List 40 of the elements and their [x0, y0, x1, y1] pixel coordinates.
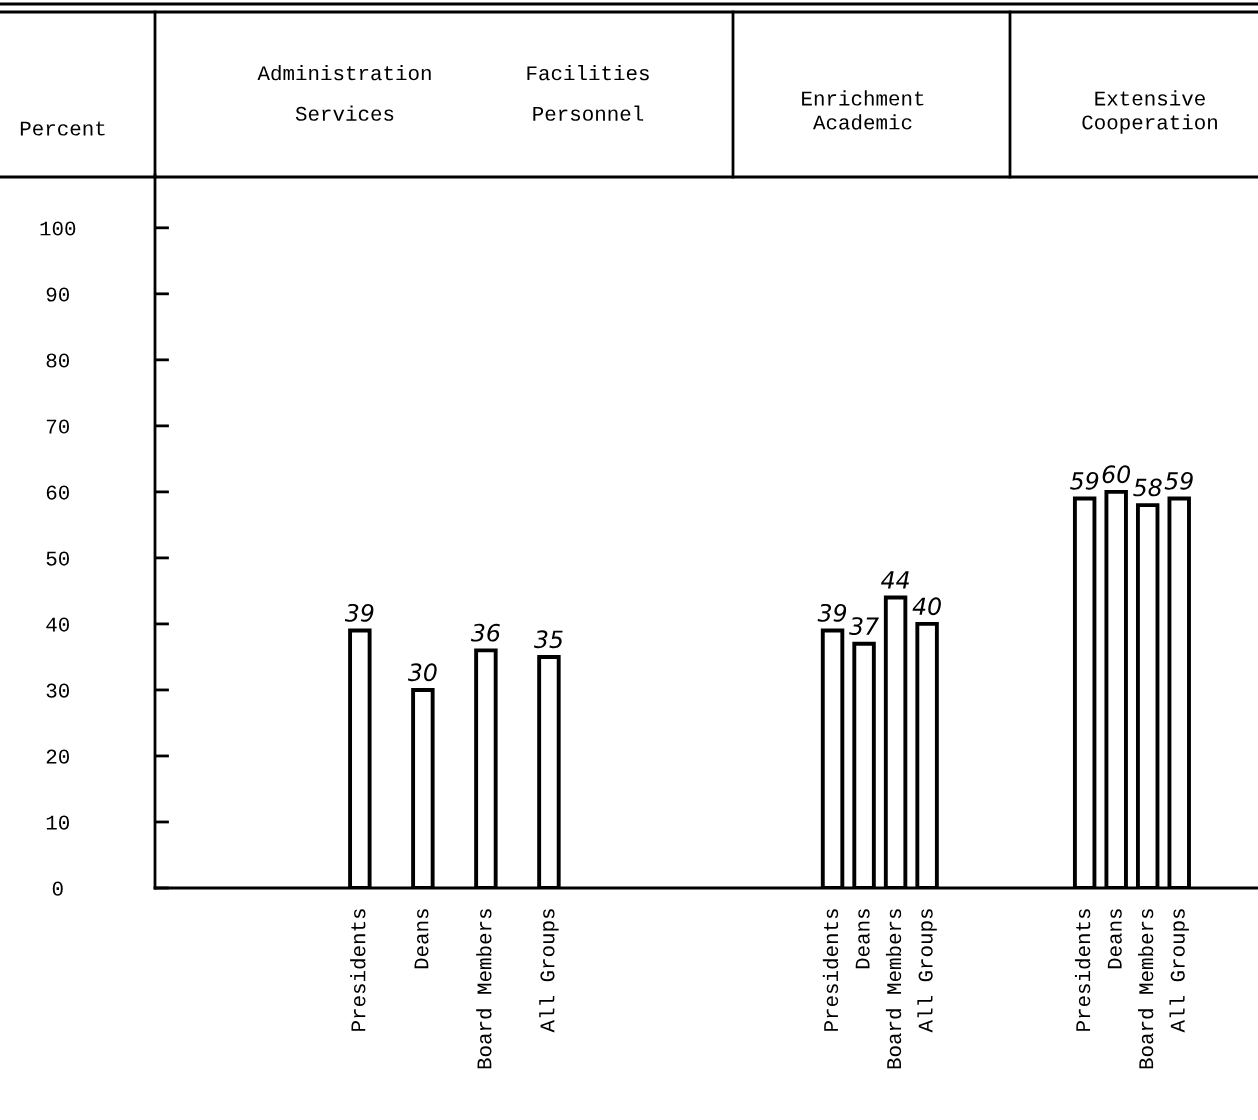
text: Extensive Cooperation [1082, 90, 1217, 134]
y-tick-label: 50 [46, 551, 69, 566]
x-tick-label: Presidents [1074, 909, 1091, 1031]
data-label: 39 [817, 603, 847, 622]
y-tick-label: 0 [52, 881, 63, 896]
text: Administration Services [257, 65, 431, 121]
y-axis-title: Percent [20, 121, 105, 136]
x-tick-label: Presidents [822, 909, 839, 1031]
y-tick-label: 60 [46, 485, 69, 500]
x-tick-label: Presidents [350, 909, 366, 1031]
data-label: 59 [1070, 471, 1099, 490]
y-tick-label: 30 [46, 683, 69, 698]
y-tick-label: 20 [46, 749, 69, 764]
text: Enrichment Academic [802, 90, 924, 130]
y-tick-label: 80 [46, 353, 69, 368]
data-label: 30 [407, 663, 437, 682]
data-label: 58 [1133, 478, 1162, 497]
x-tick-label: Deans [855, 909, 870, 969]
x-tick-label: Board Members [885, 909, 902, 1069]
y-tick-label: 40 [46, 617, 69, 632]
y-tick-label: 70 [46, 419, 69, 434]
x-tick-label: Board Members [476, 909, 492, 1069]
data-label: 60 [1102, 465, 1131, 484]
x-tick-label: Deans [1107, 909, 1122, 969]
x-tick-label: All Groups [917, 909, 937, 1033]
data-label: 40 [912, 597, 941, 616]
x-tick-label: Deans [414, 909, 429, 969]
data-label: 59 [1164, 471, 1193, 490]
data-label: 35 [533, 630, 563, 649]
x-tick-label: All Groups [539, 909, 559, 1033]
x-tick-label: All Groups [1169, 909, 1189, 1033]
data-label: 44 [880, 571, 909, 589]
text: Facilities Personnel [527, 65, 649, 121]
data-label: 36 [470, 623, 500, 642]
y-tick-label: 90 [46, 287, 69, 302]
x-tick-label: Board Members [1137, 909, 1154, 1069]
data-label: 37 [849, 617, 879, 635]
y-tick-label: 100 [40, 221, 76, 236]
y-tick-label: 10 [46, 815, 69, 830]
data-label: 39 [344, 603, 374, 622]
